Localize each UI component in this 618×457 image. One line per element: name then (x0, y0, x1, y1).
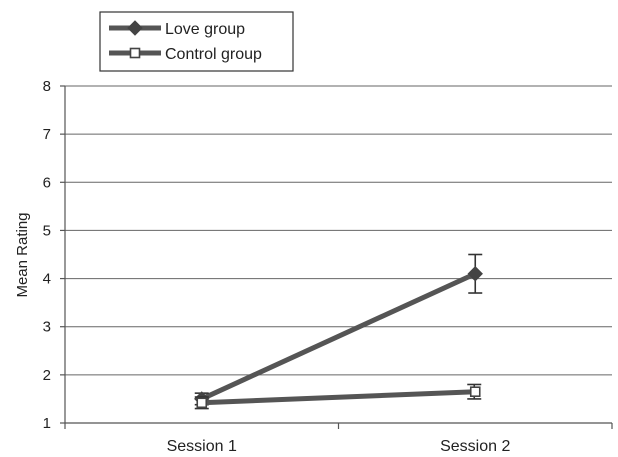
legend: Love group Control group (99, 11, 294, 72)
legend-item: Control group (109, 46, 262, 63)
square-marker (469, 386, 481, 398)
square-marker (129, 47, 141, 59)
legend-item: Love group (109, 20, 245, 38)
y-tick-labels: 1 2 3 4 5 6 7 8 (43, 78, 51, 432)
grid-lines (65, 85, 612, 376)
y-tick-label: 5 (43, 222, 51, 239)
x-category-label: Session 1 (167, 438, 237, 455)
square-marker (196, 397, 208, 409)
y-tick-label: 1 (43, 415, 51, 432)
y-tick-label: 6 (43, 174, 51, 191)
series-love-group (194, 253, 483, 407)
series-control-group (194, 383, 482, 410)
y-tick-label: 8 (43, 78, 51, 95)
series-line (200, 271, 477, 402)
y-tick-label: 4 (43, 271, 51, 288)
axes (60, 85, 613, 429)
legend-label: Control group (165, 46, 262, 63)
diamond-marker (467, 266, 483, 282)
y-axis-title: Mean Rating (14, 212, 31, 297)
series (194, 253, 483, 410)
diamond-marker (127, 20, 143, 36)
legend-label: Love group (165, 21, 245, 38)
legend-box (99, 11, 294, 72)
y-tick-label: 7 (43, 126, 51, 143)
x-category-labels: Session 1 Session 2 (167, 438, 511, 455)
y-tick-label: 3 (43, 319, 51, 336)
series-line (201, 389, 476, 406)
x-category-label: Session 2 (440, 438, 510, 455)
y-tick-label: 2 (43, 367, 51, 384)
